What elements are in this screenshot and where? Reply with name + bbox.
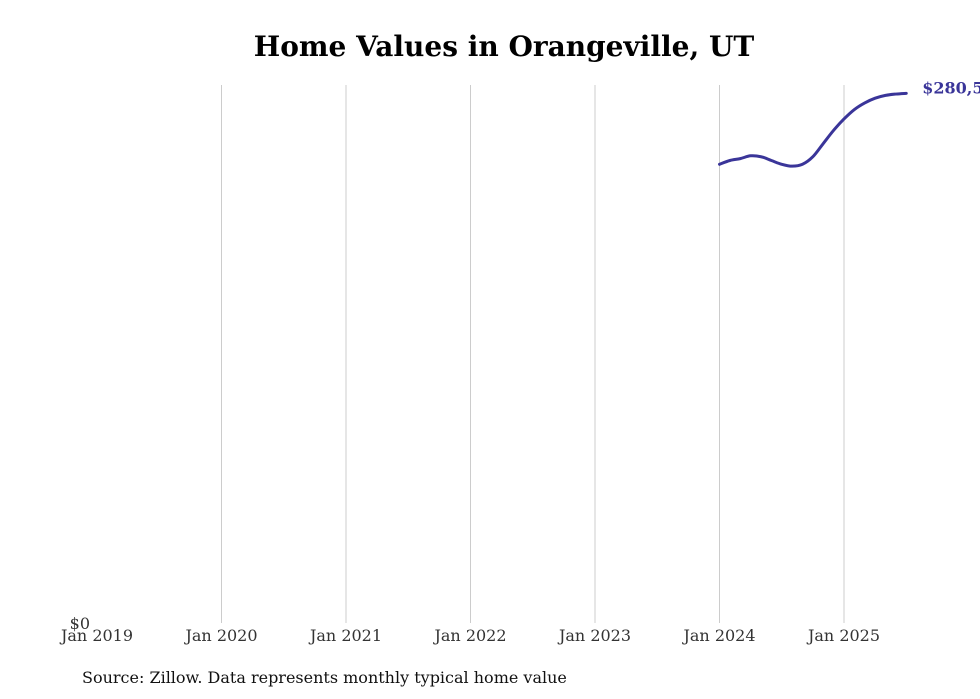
y-tick-label: $0	[70, 614, 90, 633]
x-tick-label: Jan 2025	[806, 626, 880, 645]
x-tick-label: Jan 2021	[308, 626, 382, 645]
x-tick-label: Jan 2019	[59, 626, 133, 645]
chart-title: Home Values in Orangeville, UT	[253, 30, 755, 63]
end-value-label: $280,58	[922, 78, 980, 97]
x-tick-label: Jan 2023	[557, 626, 631, 645]
gridlines	[221, 85, 845, 623]
source-note: Source: Zillow. Data represents monthly …	[82, 668, 567, 687]
x-tick-label: Jan 2024	[681, 626, 755, 645]
series-layer	[718, 91, 908, 168]
x-tick-label: Jan 2022	[432, 626, 506, 645]
axis-labels: Jan 2019 Jan 2020 Jan 2021 Jan 2022 Jan 2023…	[59, 78, 980, 645]
series-line	[718, 91, 908, 168]
x-tick-label: Jan 2020	[183, 626, 257, 645]
